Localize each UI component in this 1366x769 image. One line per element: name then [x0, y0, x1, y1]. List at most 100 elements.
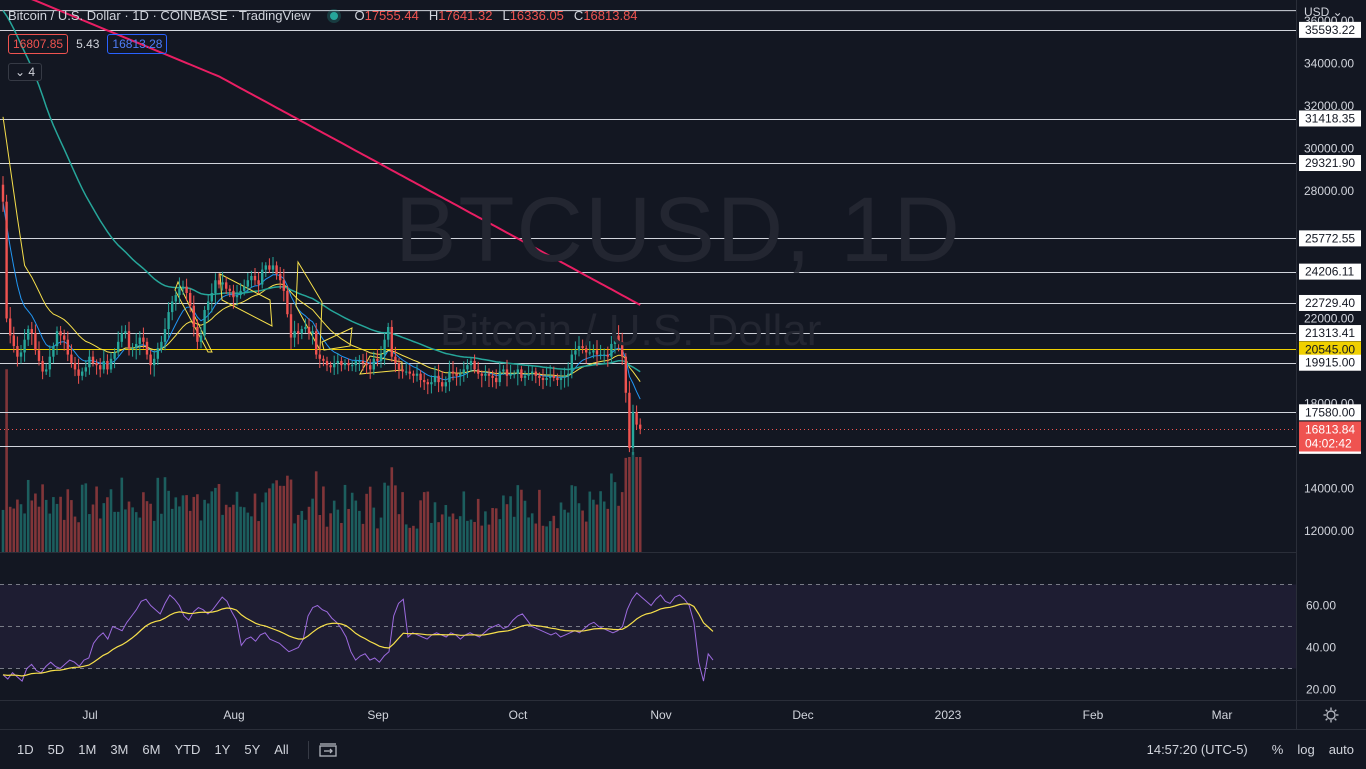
volume-bar [210, 491, 214, 552]
volume-bar [268, 488, 271, 552]
timeframe-5y[interactable]: 5Y [244, 742, 261, 757]
volume-bar [5, 369, 8, 552]
volume-bar [163, 477, 167, 552]
volume-bar [185, 495, 188, 552]
candle-body [250, 276, 253, 281]
volume-bar [293, 523, 296, 552]
candle-body [387, 326, 390, 340]
timezone-clock[interactable]: 14:57:20 (UTC-5) [1146, 742, 1248, 757]
timeframe-1m[interactable]: 1M [78, 742, 97, 757]
candle-body [160, 341, 163, 349]
volume-bar [52, 497, 55, 552]
timeframe-6m[interactable]: 6M [142, 742, 161, 757]
volume-bar [383, 482, 386, 552]
candle-body [117, 341, 120, 353]
candle-body [635, 411, 638, 425]
candle-body [16, 346, 19, 357]
candle-body [167, 312, 170, 330]
candle-body [63, 335, 66, 340]
ask-price[interactable]: 16813.28 [107, 34, 168, 54]
volume-bar [480, 525, 484, 552]
volume-bar [498, 519, 502, 552]
timeframe-1d[interactable]: 1D [17, 742, 34, 757]
timeframe-all[interactable]: All [274, 742, 289, 757]
log-scale-button[interactable]: log [1297, 742, 1315, 757]
bid-price[interactable]: 16807.85 [8, 34, 69, 54]
time-tick-label: 2023 [935, 708, 962, 722]
volume-bar [66, 489, 70, 552]
volume-bar [401, 492, 404, 552]
auto-scale-button[interactable]: auto [1328, 742, 1354, 757]
gear-icon[interactable] [1322, 706, 1340, 724]
candle-body [325, 360, 329, 366]
price-axis: 36000.0034000.0032000.0030000.0028000.00… [1299, 14, 1361, 697]
last-price-label: 16813.84 [1305, 423, 1355, 437]
volume-bar [300, 510, 304, 552]
level-label: 22729.40 [1305, 296, 1355, 310]
volume-bar [95, 486, 98, 552]
candle-body [502, 369, 505, 372]
volume-bar [538, 489, 541, 552]
candle-body [109, 358, 113, 370]
candle-body [228, 288, 231, 291]
volume-bar [476, 498, 480, 552]
candle-body [142, 337, 145, 342]
candle-body [106, 360, 109, 370]
volume-bar [336, 509, 340, 552]
volume-bar [80, 484, 84, 552]
volume-bar [620, 492, 624, 552]
volume-bar [286, 475, 289, 552]
timeframe-ytd[interactable]: YTD [174, 742, 201, 757]
candle-body [199, 335, 203, 342]
candle-body [271, 265, 275, 270]
indicators-toggle-button[interactable]: ⌄ 4 [8, 63, 43, 81]
candle-body [34, 333, 37, 351]
volume-bar [98, 518, 102, 552]
price-tick-label: 30000.00 [1304, 142, 1354, 156]
candle-body [264, 265, 267, 270]
candles [1, 176, 642, 455]
candle-body [171, 301, 174, 313]
indicators-count: 4 [28, 65, 36, 79]
volume-bar [509, 496, 512, 552]
volume-bar [426, 491, 430, 552]
date-range-icon[interactable] [319, 742, 337, 757]
legend-low: L16336.05 [502, 8, 564, 23]
candle-body [441, 382, 444, 387]
candle-body [225, 282, 228, 289]
volume-bar [466, 520, 469, 552]
volume-bar [397, 514, 401, 552]
chart-canvas[interactable]: 36000.0034000.0032000.0030000.0028000.00… [0, 0, 1366, 729]
volume-bar [628, 457, 631, 552]
volume-bar [523, 500, 527, 552]
volume-bar [250, 516, 253, 552]
level-label-box [1299, 341, 1361, 358]
volume-bar [516, 485, 520, 552]
candle-body [545, 377, 548, 381]
rsi-tick-label: 20.00 [1306, 683, 1336, 697]
volume-bar [91, 504, 95, 552]
time-tick-label: Nov [650, 708, 671, 722]
volume-bar [347, 508, 350, 552]
price-tick-label: 32000.00 [1304, 99, 1354, 113]
timeframe-1y[interactable]: 1Y [214, 742, 231, 757]
level-label: 20545.00 [1305, 342, 1355, 356]
candle-body [448, 371, 451, 383]
currency-selector[interactable]: USD ⌄ [1304, 5, 1343, 19]
volume-bar [563, 509, 566, 552]
legend-title[interactable]: Bitcoin / U.S. Dollar · 1D · COINBASE · … [8, 8, 311, 23]
candle-body [484, 373, 487, 376]
volume-bar [296, 514, 300, 552]
volume-bar [595, 504, 599, 552]
volume-bar [581, 510, 584, 552]
timeframe-5d[interactable]: 5D [47, 742, 65, 757]
candle-body [203, 309, 206, 336]
percent-scale-button[interactable]: % [1271, 742, 1284, 757]
candle-body [397, 363, 401, 370]
candle-body [131, 348, 134, 350]
candle-body [246, 280, 249, 287]
candle-body [347, 363, 350, 366]
candle-body [243, 286, 246, 291]
timeframe-3m[interactable]: 3M [110, 742, 129, 757]
candle-body [412, 373, 415, 376]
